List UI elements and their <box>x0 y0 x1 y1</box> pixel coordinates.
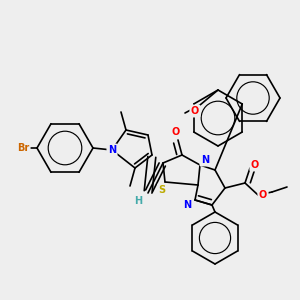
Text: S: S <box>158 185 166 195</box>
Text: N: N <box>108 145 116 155</box>
Text: O: O <box>172 127 180 137</box>
Text: Br: Br <box>17 143 29 153</box>
Text: O: O <box>251 160 259 170</box>
Text: N: N <box>201 155 209 165</box>
Text: N: N <box>183 200 191 210</box>
Text: O: O <box>259 190 267 200</box>
Text: H: H <box>134 196 142 206</box>
Text: O: O <box>191 106 199 116</box>
